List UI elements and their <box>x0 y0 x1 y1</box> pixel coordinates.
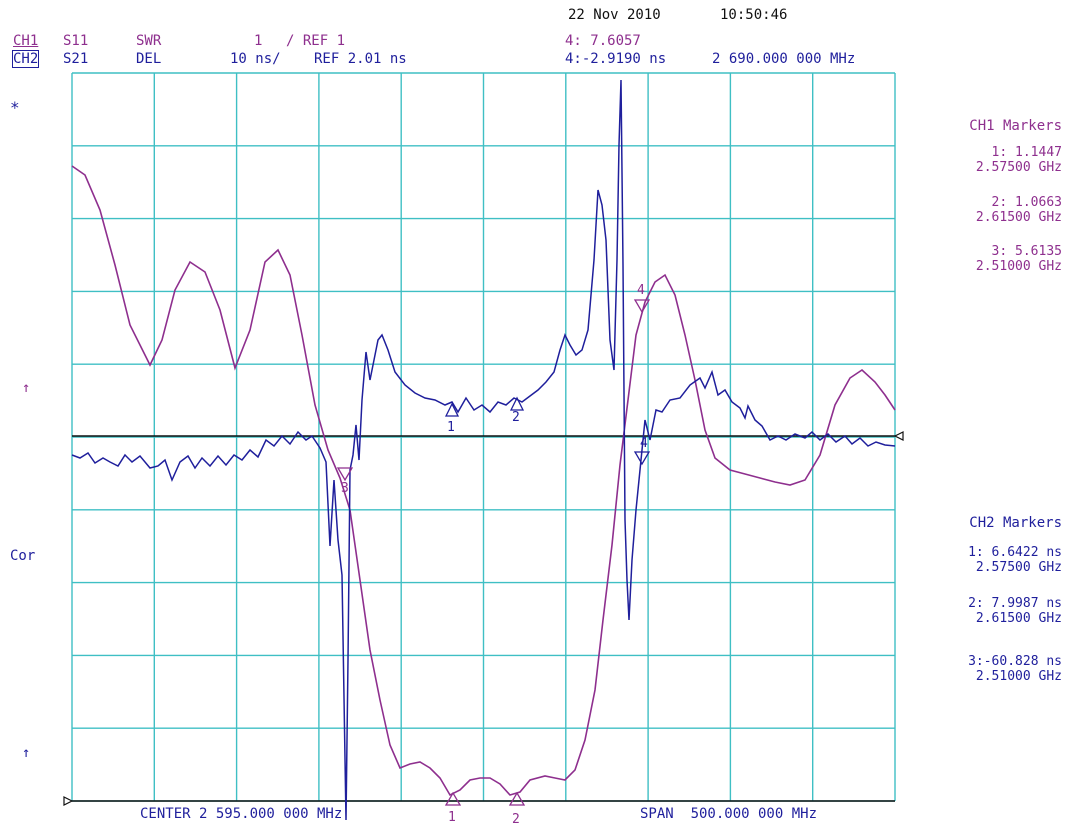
ch2-ref-arrow-icon: ↑ <box>22 745 31 761</box>
ch1-reference: / REF 1 <box>286 33 346 49</box>
plot-grid <box>71 72 896 802</box>
ch1-parameter: S11 <box>63 33 89 49</box>
ch2-marker-2 <box>509 396 525 411</box>
ch1-marker-2 <box>508 791 526 806</box>
ch2-markers-title: CH2 Markers <box>969 515 1062 531</box>
ch2-label-active[interactable]: CH2 <box>11 50 40 68</box>
span-frequency: SPAN 500.000 000 MHz <box>640 806 818 822</box>
ch1-marker-3-label: 3 <box>341 481 349 496</box>
ch1-scale: 1 <box>254 33 263 49</box>
ch2-marker-2-freq: 2.61500 GHz <box>975 611 1062 626</box>
ch1-label[interactable]: CH1 <box>13 33 39 49</box>
time-readout: 10:50:46 <box>720 7 788 23</box>
ch1-marker-2-freq: 2.61500 GHz <box>975 210 1062 225</box>
ch2-marker-3-value: 3:-60.828 ns <box>968 654 1062 669</box>
trace-markers <box>336 299 651 806</box>
active-marker-frequency: 2 690.000 000 MHz <box>712 51 856 67</box>
ch1-markers-title: CH1 Markers <box>969 118 1062 134</box>
active-marker-ch1-readout: 4: 7.6057 <box>565 33 641 49</box>
correction-indicator: Cor <box>10 548 36 564</box>
ch2-parameter: S21 <box>63 51 89 67</box>
sweep-indicator-icon: * <box>10 98 20 117</box>
ch2-marker-4 <box>633 451 651 466</box>
ch2-marker-1-value: 1: 6.6422 ns <box>968 545 1062 560</box>
ch1-marker-1-value: 1: 1.1447 <box>991 145 1062 160</box>
ch1-marker-4 <box>633 299 651 314</box>
ch2-reference-pointer <box>893 431 904 441</box>
active-marker-ch2-readout: 4:-2.9190 ns <box>565 51 667 67</box>
ch1-marker-1-label: 1 <box>448 810 456 825</box>
ch1-marker-1-freq: 2.57500 GHz <box>975 160 1062 175</box>
ch1-marker-2-value: 2: 1.0663 <box>991 195 1062 210</box>
ch1-ref-arrow-icon: ↑ <box>22 380 31 396</box>
ch1-reference-pointer <box>63 796 74 806</box>
ch2-format: DEL <box>136 51 162 67</box>
ch1-marker-3-value: 3: 5.6135 <box>991 244 1062 259</box>
center-frequency: CENTER 2 595.000 000 MHz <box>140 806 343 822</box>
ch1-marker-2-label: 2 <box>512 812 520 827</box>
ch2-marker-1 <box>444 402 460 417</box>
ch1-marker-3-freq: 2.51000 GHz <box>975 259 1062 274</box>
ch1-format: SWR <box>136 33 162 49</box>
ch2-marker-4-label: 4 <box>640 436 648 451</box>
ch1-marker-4-label: 4 <box>637 283 645 298</box>
ch2-trace <box>71 79 896 821</box>
ch2-marker-1-label: 1 <box>447 420 455 435</box>
ch2-reference: REF 2.01 ns <box>314 51 407 67</box>
ch1-trace <box>71 165 896 797</box>
ch2-marker-3-freq: 2.51000 GHz <box>975 669 1062 684</box>
ch2-scale: 10 ns/ <box>230 51 281 67</box>
ch2-marker-2-value: 2: 7.9987 ns <box>968 596 1062 611</box>
date-readout: 22 Nov 2010 <box>568 7 661 23</box>
ch2-marker-2-label: 2 <box>512 410 520 425</box>
ch1-marker-3 <box>336 467 354 482</box>
ch2-marker-1-freq: 2.57500 GHz <box>975 560 1062 575</box>
ch1-marker-1 <box>444 791 462 806</box>
